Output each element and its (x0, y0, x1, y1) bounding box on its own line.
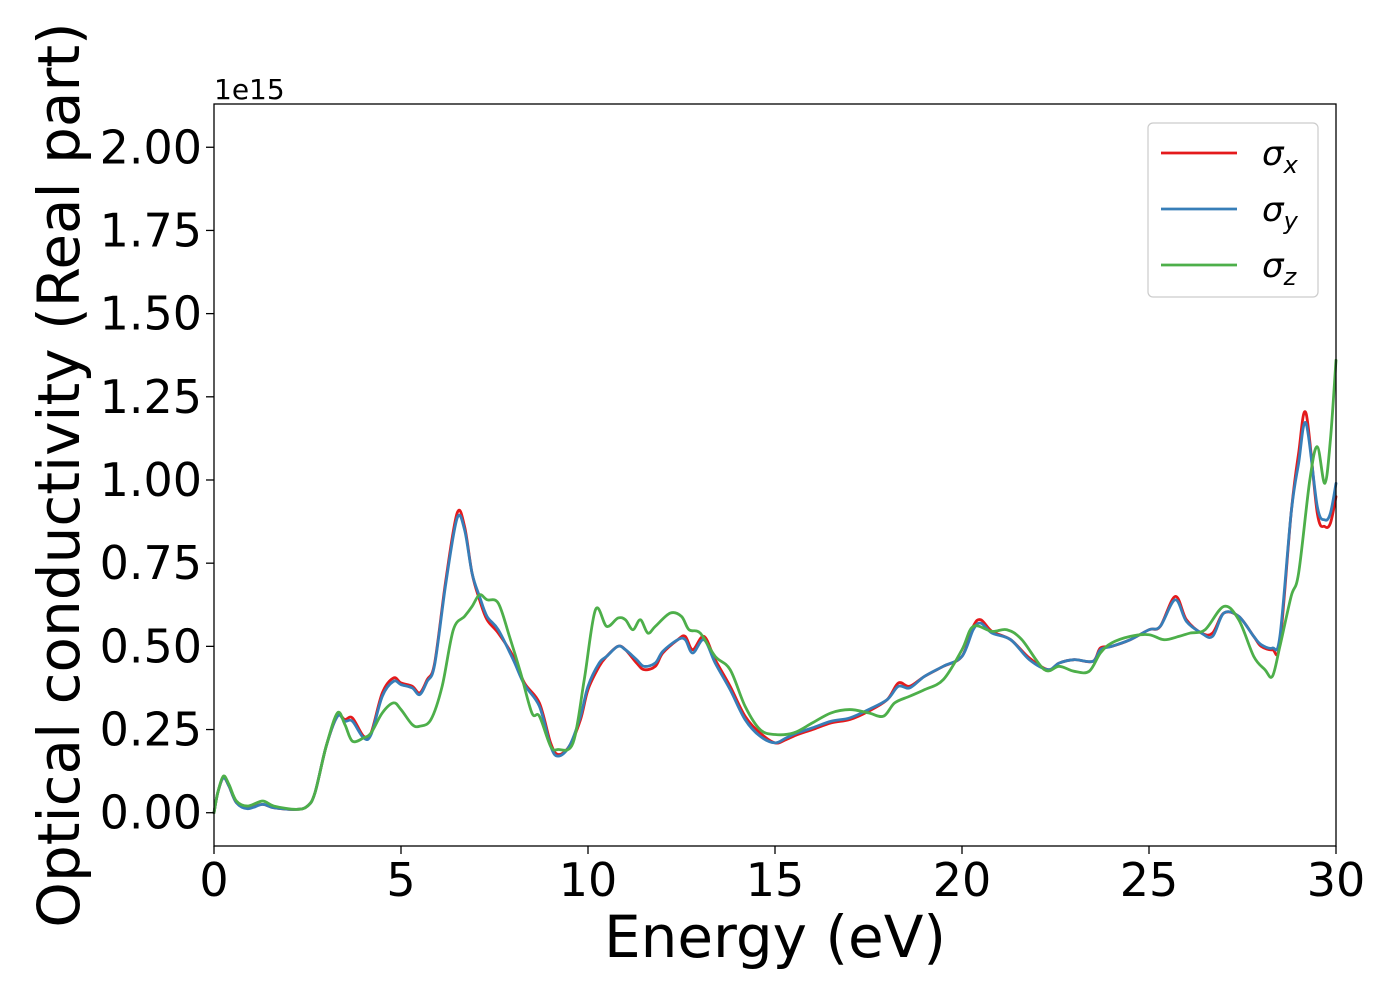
y-tick-label: 1.75 (100, 203, 202, 257)
x-tick-label: 30 (1307, 853, 1366, 907)
legend-items: σx σy σz (1161, 134, 1299, 291)
y-tick-label: 1.25 (100, 370, 202, 424)
series-layer (212, 358, 1338, 815)
legend-label-sigma-z: σz (1262, 246, 1298, 291)
x-tick-label: 10 (559, 853, 618, 907)
x-tick-label: 0 (199, 853, 228, 907)
y-tick-label: 0.25 (100, 703, 202, 757)
series-line-sigma-y (212, 421, 1338, 815)
y-axis-ticks: 0.00 0.25 0.50 0.75 1.00 1.25 1.50 1.75 2.00 (100, 120, 214, 840)
y-tick-label: 0.50 (100, 619, 202, 673)
y-tick-label: 2.00 (100, 120, 202, 174)
y-tick-label: 1.00 (100, 453, 202, 507)
y-tick-label: 0.75 (100, 536, 202, 590)
y-offset-label: 1e15 (214, 73, 285, 106)
series-line-sigma-z (212, 358, 1338, 815)
x-axis-title: Energy (eV) (604, 903, 946, 971)
x-tick-label: 25 (1120, 853, 1179, 907)
legend-label-sigma-x: σx (1262, 134, 1299, 179)
legend: σx σy σz (1147, 122, 1319, 298)
y-tick-label: 0.00 (100, 786, 202, 840)
y-tick-label: 1.50 (100, 287, 202, 341)
y-axis-title: Optical conductivity (Real part) (25, 22, 93, 927)
x-axis-ticks: 0 5 10 15 20 25 30 (199, 846, 1365, 907)
x-tick-label: 5 (386, 853, 415, 907)
legend-label-sigma-y: σy (1262, 190, 1299, 235)
x-tick-label: 20 (933, 853, 992, 907)
x-tick-label: 15 (746, 853, 805, 907)
